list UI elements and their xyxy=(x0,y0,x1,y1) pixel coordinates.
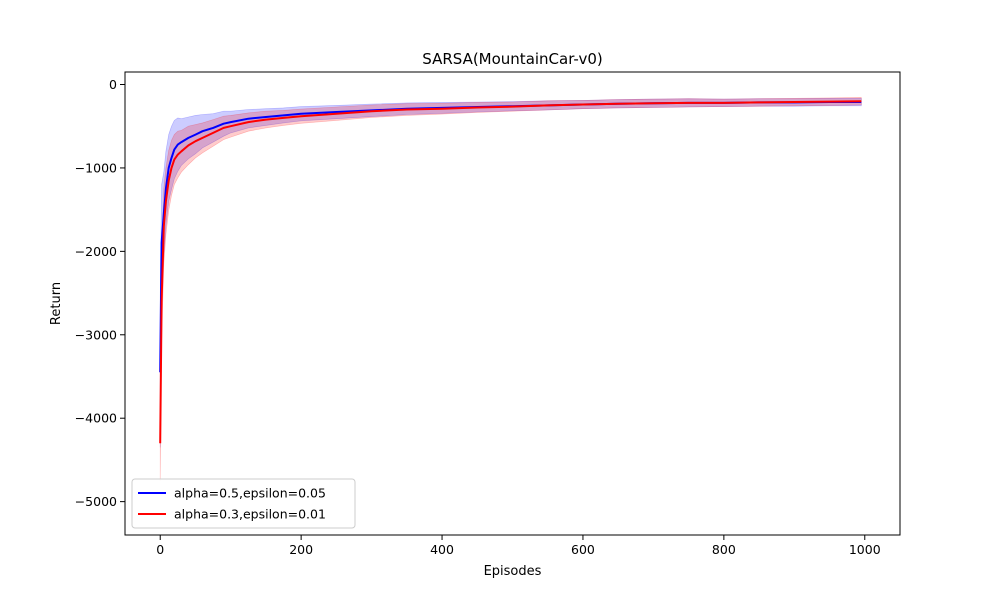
band-series-2 xyxy=(159,97,862,481)
band-series-1 xyxy=(159,98,862,448)
x-axis-ticks: 0 200 400 600 800 1000 xyxy=(156,535,881,557)
x-tick-label: 0 xyxy=(156,542,164,557)
y-tick-label: −5000 xyxy=(75,494,117,509)
confidence-bands xyxy=(159,97,862,481)
x-tick-label: 600 xyxy=(571,542,595,557)
legend-box xyxy=(131,478,356,529)
plot-frame xyxy=(124,71,901,536)
y-axis-label: Return xyxy=(49,282,64,325)
series-lines xyxy=(159,100,862,444)
y-tick-label: −1000 xyxy=(75,160,117,175)
x-tick-label: 400 xyxy=(430,542,454,557)
legend-entry: alpha=0.3,epsilon=0.01 xyxy=(174,507,326,522)
y-axis-ticks: 0 −1000 −2000 −3000 −4000 −5000 xyxy=(75,77,125,509)
line-series-2 xyxy=(159,100,862,444)
legend-entry: alpha=0.5,epsilon=0.05 xyxy=(174,486,326,501)
y-tick-label: −3000 xyxy=(75,327,117,342)
chart-title: SARSA(MountainCar-v0) xyxy=(422,50,602,68)
x-tick-label: 200 xyxy=(289,542,313,557)
y-tick-label: −4000 xyxy=(75,411,117,426)
y-tick-label: −2000 xyxy=(75,244,117,259)
line-series-1 xyxy=(159,101,862,373)
x-tick-label: 1000 xyxy=(849,542,881,557)
legend: alpha=0.5,epsilon=0.05 alpha=0.3,epsilon=… xyxy=(131,478,356,529)
x-axis-label: Episodes xyxy=(484,564,542,579)
y-tick-label: 0 xyxy=(109,77,117,92)
x-tick-label: 800 xyxy=(712,542,736,557)
